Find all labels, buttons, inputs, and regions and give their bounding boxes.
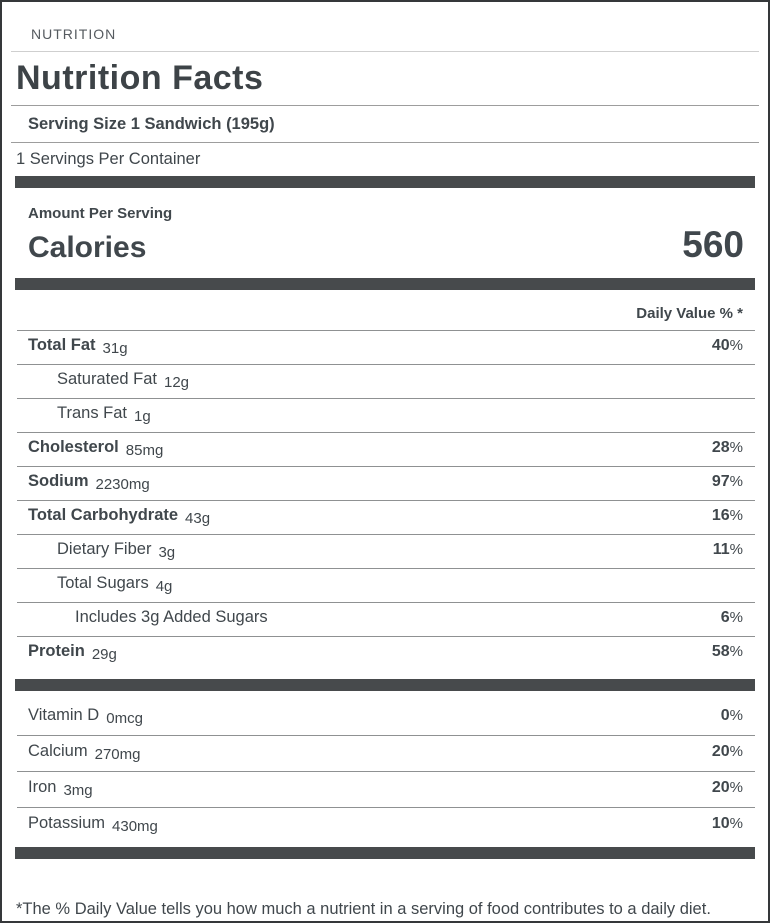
percent-sign: %	[729, 779, 743, 796]
nutrient-amount: 430mg	[112, 818, 158, 835]
percent-sign: %	[729, 337, 743, 354]
nutrient-daily-value: 20%	[711, 779, 743, 796]
nutrient-row: Includes 3g Added Sugars 6%	[17, 602, 755, 636]
nutrient-row: Iron 3mg 20%	[17, 771, 755, 807]
nutrient-name: Total Fat	[28, 336, 96, 354]
nutrient-name: Potassium	[28, 814, 106, 832]
divider	[11, 51, 759, 52]
nutrient-row: Calcium 270mg 20%	[17, 735, 755, 771]
percent-sign: %	[729, 643, 743, 660]
nutrient-row: Sodium 2230mg 97%	[17, 466, 755, 500]
nutrient-daily-value: 10%	[711, 815, 743, 832]
nutrient-amount: 12g	[163, 374, 190, 391]
nutrient-row: Total Fat 31g 40%	[17, 330, 755, 364]
section-label: NUTRITION	[31, 26, 117, 42]
nutrient-daily-value: 40%	[711, 337, 743, 354]
nutrient-amount: 3mg	[63, 782, 93, 799]
nutrient-row: Total Sugars 4g	[17, 568, 755, 602]
nutrient-table: Total Fat 31g 40% Saturated Fat 12g Trans Fat…	[2, 330, 768, 670]
nutrient-row: Cholesterol 85mg 28%	[17, 432, 755, 466]
percent-sign: %	[729, 473, 743, 490]
nutrient-amount: 85mg	[125, 442, 164, 459]
divider-bar-bottom	[15, 847, 755, 859]
nutrient-name: Vitamin D	[28, 706, 100, 724]
nutrient-daily-value: 20%	[711, 743, 743, 760]
nutrient-amount: 0mcg	[106, 710, 143, 727]
nutrient-row: Total Carbohydrate 43g 16%	[17, 500, 755, 534]
nutrient-daily-value: 16%	[711, 507, 743, 524]
divider-bar-macros	[15, 679, 755, 691]
nutrient-row: Trans Fat 1g	[17, 398, 755, 432]
percent-sign: %	[729, 707, 743, 724]
percent-sign: %	[729, 743, 743, 760]
nutrient-amount: 2230mg	[95, 476, 150, 493]
nutrient-amount: 270mg	[94, 746, 141, 763]
nutrient-name: Iron	[28, 778, 57, 796]
nutrient-name: Calcium	[28, 742, 88, 760]
nutrient-name: Protein	[28, 642, 85, 660]
nutrient-daily-value: 11%	[712, 541, 743, 558]
vitamin-table: Vitamin D 0mcg 0% Calcium 270mg 20% Iron 3mg 20%…	[2, 700, 768, 843]
percent-sign: %	[729, 541, 743, 558]
nutrient-name: Dietary Fiber	[57, 540, 152, 558]
nutrient-amount: 4g	[155, 578, 173, 595]
nutrient-row: Saturated Fat 12g	[17, 364, 755, 398]
nutrient-daily-value: 97%	[711, 473, 743, 490]
nutrient-name: Sodium	[28, 472, 89, 490]
nutrient-name: Includes 3g Added Sugars	[75, 608, 268, 626]
nutrient-amount: 29g	[91, 646, 117, 663]
calories-label: Calories	[28, 231, 147, 264]
nutrient-row: Potassium 430mg 10%	[17, 807, 755, 843]
percent-sign: %	[729, 815, 743, 832]
nutrient-daily-value: 6%	[720, 609, 743, 626]
daily-value-header: Daily Value % *	[636, 305, 743, 322]
amount-per-serving-label: Amount Per Serving	[28, 205, 173, 222]
divider	[11, 105, 759, 106]
divider-bar-top	[15, 176, 755, 188]
nutrient-daily-value: 0%	[720, 707, 743, 724]
daily-value-footnote: *The % Daily Value tells you how much a …	[16, 899, 711, 918]
serving-size: Serving Size 1 Sandwich (195g)	[28, 115, 275, 133]
calories-value: 560	[682, 224, 744, 265]
nutrient-daily-value: 28%	[711, 439, 743, 456]
nutrient-row: Vitamin D 0mcg 0%	[17, 700, 755, 735]
nutrient-amount: 1g	[134, 408, 151, 425]
nutrient-row: Dietary Fiber 3g 11%	[17, 534, 755, 568]
divider	[11, 142, 759, 143]
nutrient-amount: 3g	[158, 544, 176, 561]
calories-row: Calories 560	[2, 224, 768, 278]
nutrient-name: Saturated Fat	[57, 370, 157, 388]
servings-per-container: 1 Servings Per Container	[16, 150, 201, 168]
divider-bar-mid	[15, 278, 755, 290]
nutrient-name: Cholesterol	[28, 438, 119, 456]
nutrient-row: Protein 29g 58%	[17, 636, 755, 670]
nutrient-amount: 43g	[185, 510, 211, 527]
nutrient-daily-value: 58%	[711, 643, 743, 660]
percent-sign: %	[729, 439, 743, 456]
nutrient-name: Total Carbohydrate	[28, 506, 179, 524]
nutrient-amount: 31g	[102, 340, 128, 357]
nutrient-name: Trans Fat	[57, 404, 127, 422]
percent-sign: %	[729, 507, 743, 524]
nutrient-name: Total Sugars	[57, 574, 149, 592]
percent-sign: %	[729, 609, 743, 626]
page-title: Nutrition Facts	[16, 59, 264, 97]
